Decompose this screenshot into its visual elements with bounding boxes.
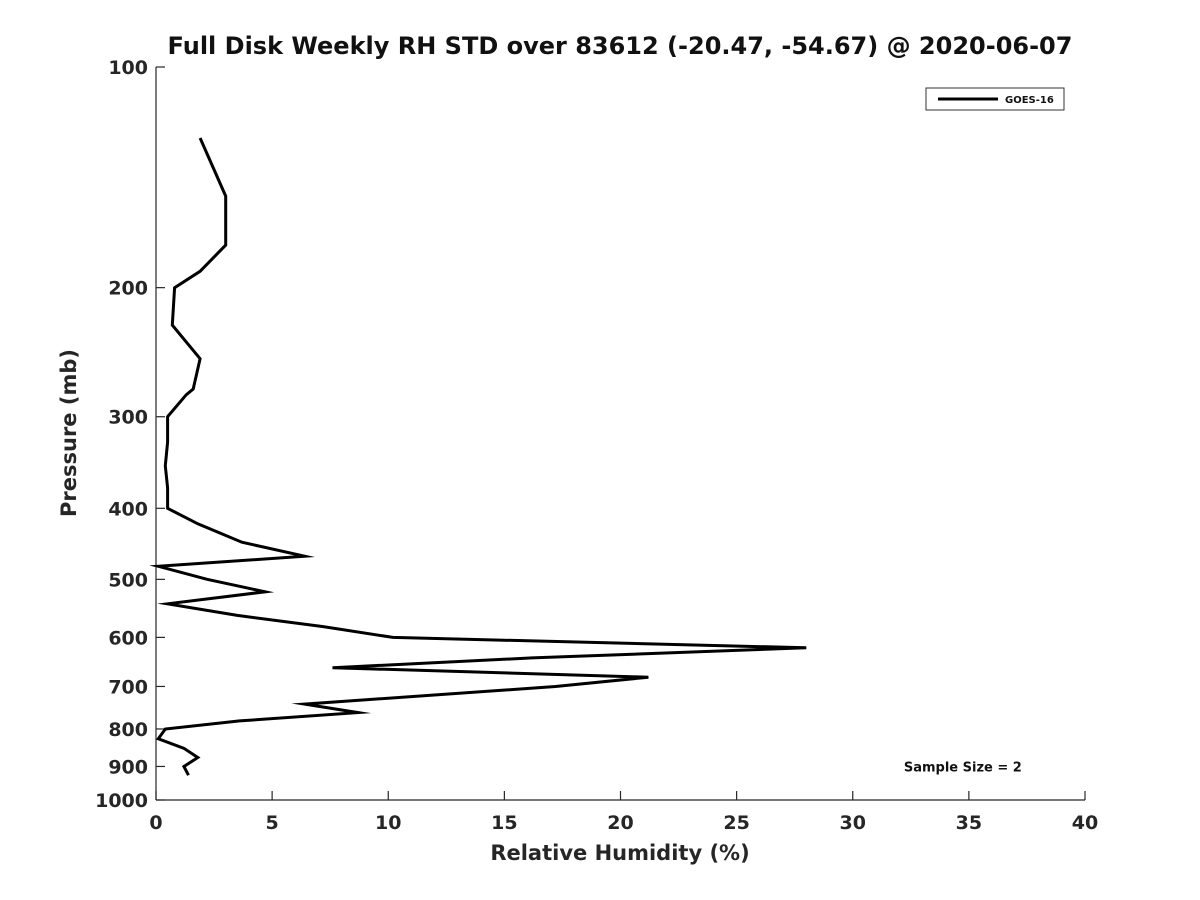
series-line-goes-16 [149,137,807,776]
x-tick-label: 20 [607,812,633,834]
legend: GOES-16 [925,87,1065,111]
y-tick-label: 600 [108,627,148,649]
y-tick-label: 300 [108,407,148,429]
y-tick-label: 1000 [95,790,148,812]
x-tick-label: 35 [956,812,982,834]
x-axis-ticks: 0 5 10 15 20 25 30 35 40 [149,791,1098,834]
x-tick-label: 40 [1072,812,1098,834]
x-tick-label: 0 [149,812,162,834]
x-tick-label: 30 [840,812,866,834]
x-axis-label: Relative Humidity (%) [490,841,749,865]
y-tick-label: 500 [108,569,148,591]
y-tick-label: 900 [108,756,148,778]
x-tick-label: 5 [266,812,279,834]
y-axis-label: Pressure (mb) [57,349,81,517]
series-layer [149,137,807,776]
y-tick-label: 400 [108,498,148,520]
y-axis-ticks: 100 200 300 400 500 600 700 800 900 1000 [95,57,165,812]
x-tick-label: 25 [723,812,749,834]
sample-size-annotation: Sample Size = 2 [904,760,1022,775]
y-tick-label: 800 [108,719,148,741]
x-tick-label: 10 [375,812,401,834]
legend-entry-goes-16: GOES-16 [1005,95,1054,106]
y-tick-label: 200 [108,278,148,300]
y-tick-label: 700 [108,676,148,698]
x-tick-label: 15 [491,812,517,834]
y-tick-label: 100 [108,57,148,79]
chart-title: Full Disk Weekly RH STD over 83612 (-20.… [168,32,1073,60]
axes-frame [155,67,1085,801]
